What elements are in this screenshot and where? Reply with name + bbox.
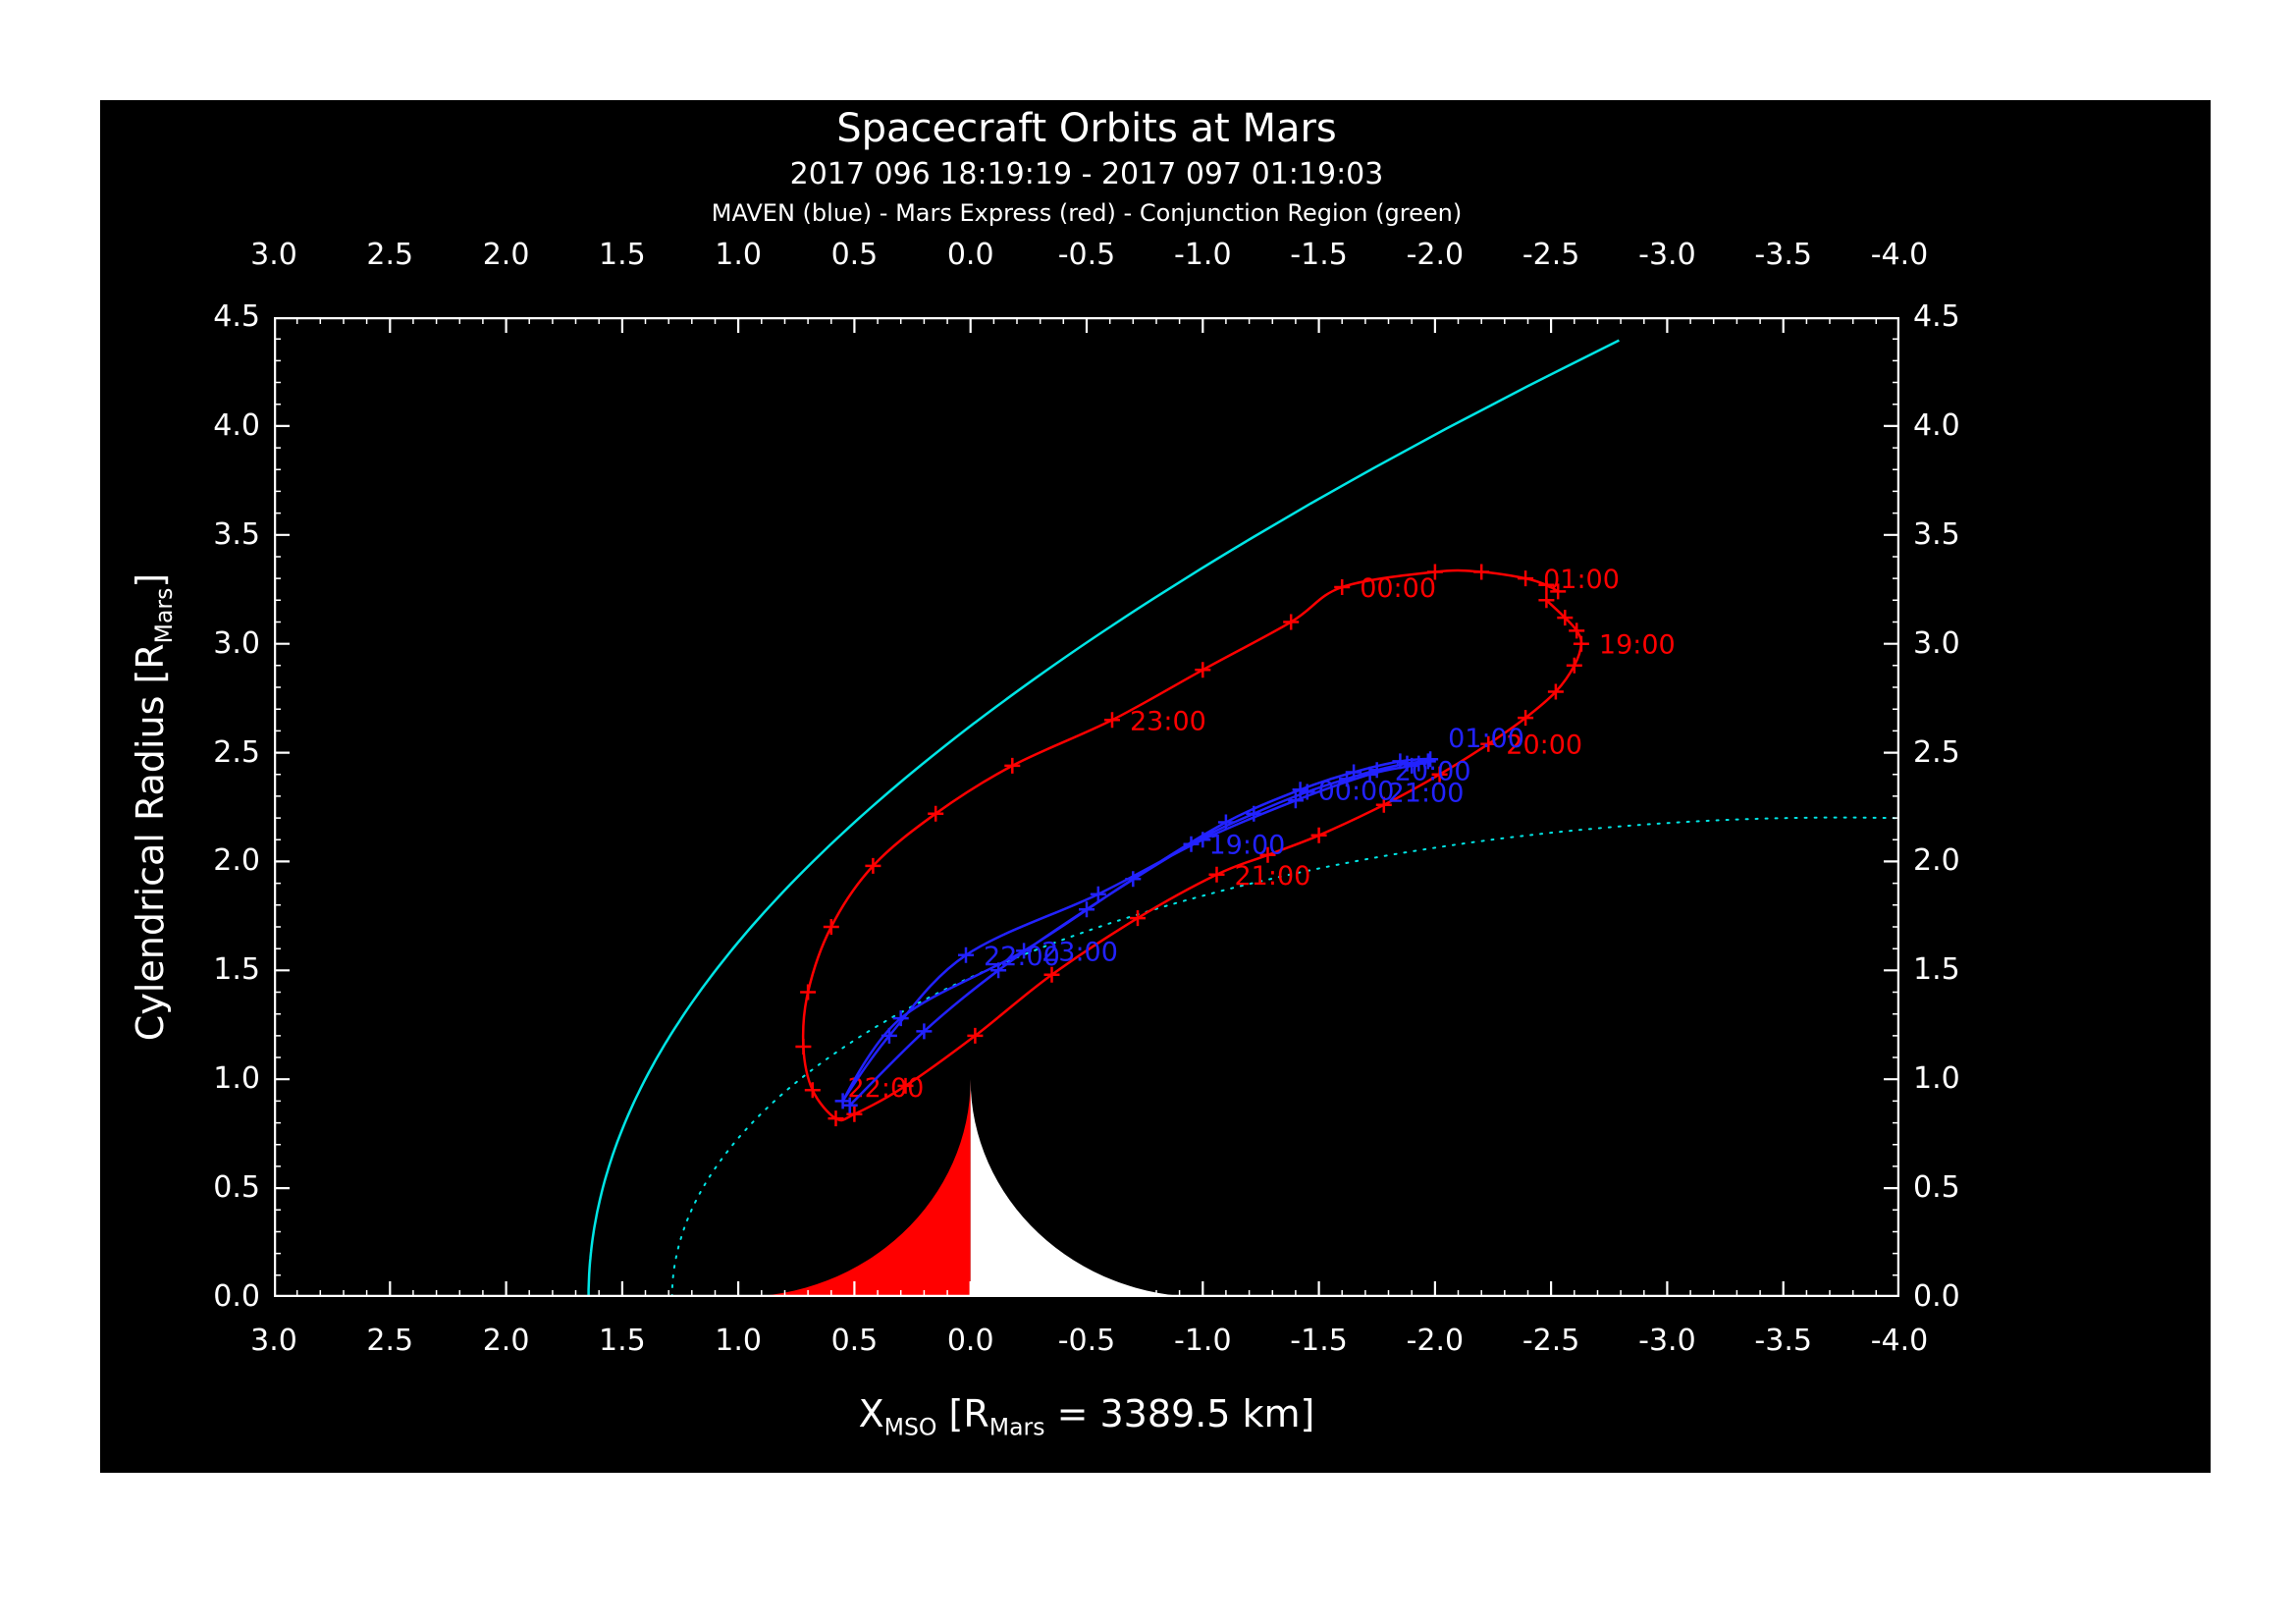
x-tick-label-bottom: -1.0 (1174, 1324, 1232, 1358)
mars-dayside (738, 1079, 971, 1297)
chart-legend: MAVEN (blue) - Mars Express (red) - Conj… (711, 199, 1463, 227)
chart-title: Spacecraft Orbits at Mars (836, 106, 1337, 151)
y-tick-label-right: 2.5 (1913, 734, 1960, 770)
y-tick-label-left: 4.5 (213, 299, 260, 334)
x-tick-label-top: -4.0 (1870, 238, 1929, 272)
orbit-time-label: 20:00 (1506, 730, 1582, 761)
x-tick-label-bottom: -3.0 (1638, 1324, 1696, 1358)
y-tick-label-left: 4.0 (213, 407, 260, 443)
x-tick-label-top: -0.5 (1057, 238, 1116, 272)
x-tick-label-bottom: 2.5 (366, 1324, 414, 1358)
chart-subtitle: 2017 096 18:19:19 - 2017 097 01:19:03 (789, 157, 1384, 191)
orbit-time-label: 00:00 (1318, 776, 1395, 806)
mars-nightside (970, 1079, 1203, 1297)
y-tick-label-left: 1.0 (213, 1061, 260, 1097)
axis-ticks (274, 317, 1899, 1297)
magnetic-pileup-boundary-curve (670, 816, 1899, 1297)
x-tick-label-bottom: -2.5 (1522, 1324, 1580, 1358)
y-tick-label-right: 1.0 (1913, 1061, 1960, 1097)
x-tick-label-bottom: 3.0 (250, 1324, 297, 1358)
orbit-time-label: 23:00 (1041, 937, 1118, 967)
y-tick-label-left: 0.5 (213, 1170, 260, 1206)
y-tick-label-right: 4.5 (1913, 299, 1960, 334)
y-tick-label-left: 3.0 (213, 625, 260, 661)
x-tick-label-top: -1.0 (1174, 238, 1232, 272)
x-tick-label-bottom: 0.0 (946, 1324, 994, 1358)
y-tick-label-left: 2.5 (213, 734, 260, 770)
x-tick-label-bottom: 2.0 (482, 1324, 530, 1358)
x-tick-label-bottom: -1.5 (1290, 1324, 1348, 1358)
bow-shock-curve (587, 339, 1620, 1297)
orbit-time-label: 19:00 (1599, 630, 1676, 661)
orbit-time-label: 23:00 (1130, 706, 1206, 736)
x-tick-label-top: -2.0 (1406, 238, 1465, 272)
x-tick-label-top: -1.5 (1290, 238, 1348, 272)
x-tick-label-top: 0.5 (830, 238, 879, 272)
x-tick-label-top: 3.0 (250, 238, 297, 272)
x-tick-label-bottom: -3.5 (1754, 1324, 1812, 1358)
orbit-time-label: 21:00 (1235, 861, 1311, 892)
x-tick-label-top: 0.0 (946, 238, 994, 272)
orbit-time-label: 01:00 (1543, 565, 1620, 595)
orbit-time-label: 00:00 (1360, 573, 1436, 604)
x-tick-label-top: -2.5 (1522, 238, 1580, 272)
figure: Spacecraft Orbits at Mars 2017 096 18:19… (100, 100, 2211, 1473)
x-tick-label-bottom: -4.0 (1870, 1324, 1929, 1358)
y-tick-label-left: 3.5 (213, 516, 260, 552)
x-axis-title: XMSO [RMars = 3389.5 km] (858, 1392, 1315, 1441)
y-tick-label-right: 0.5 (1913, 1170, 1960, 1206)
plus-markers (834, 751, 1439, 1113)
plot-frame (274, 317, 1899, 1297)
orbit-time-label: 22:00 (984, 942, 1060, 972)
x-tick-label-bottom: 1.0 (715, 1324, 762, 1358)
y-tick-label-right: 3.5 (1913, 516, 1960, 552)
y-tick-label-right: 4.0 (1913, 407, 1960, 443)
x-tick-label-bottom: 1.5 (598, 1324, 646, 1358)
y-tick-label-left: 2.0 (213, 843, 260, 879)
y-tick-label-left: 0.0 (213, 1279, 260, 1314)
x-tick-label-top: 2.0 (482, 238, 530, 272)
x-tick-label-top: 2.5 (366, 238, 414, 272)
x-tick-label-bottom: -0.5 (1057, 1324, 1116, 1358)
x-tick-label-top: 1.5 (598, 238, 646, 272)
x-tick-label-bottom: -2.0 (1406, 1324, 1465, 1358)
y-tick-label-right: 0.0 (1913, 1279, 1960, 1314)
x-tick-label-top: -3.5 (1754, 238, 1812, 272)
x-tick-label-top: 1.0 (715, 238, 762, 272)
mars-disk (738, 1079, 1203, 1297)
orbit-time-label: 19:00 (1209, 831, 1286, 861)
y-tick-label-left: 1.5 (213, 952, 260, 988)
y-tick-label-right: 2.0 (1913, 843, 1960, 879)
orbit-time-label: 20:00 (1395, 756, 1471, 786)
plus-markers (795, 564, 1589, 1127)
y-tick-label-right: 1.5 (1913, 952, 1960, 988)
x-tick-label-top: -3.0 (1638, 238, 1696, 272)
orbit-time-label: 01:00 (1448, 724, 1524, 754)
x-axis-title-text: X (858, 1392, 884, 1435)
y-tick-label-right: 3.0 (1913, 625, 1960, 661)
orbit-time-label: 22:00 (848, 1073, 925, 1104)
x-tick-label-bottom: 0.5 (830, 1324, 879, 1358)
orbit-time-label: 21:00 (1388, 779, 1465, 809)
